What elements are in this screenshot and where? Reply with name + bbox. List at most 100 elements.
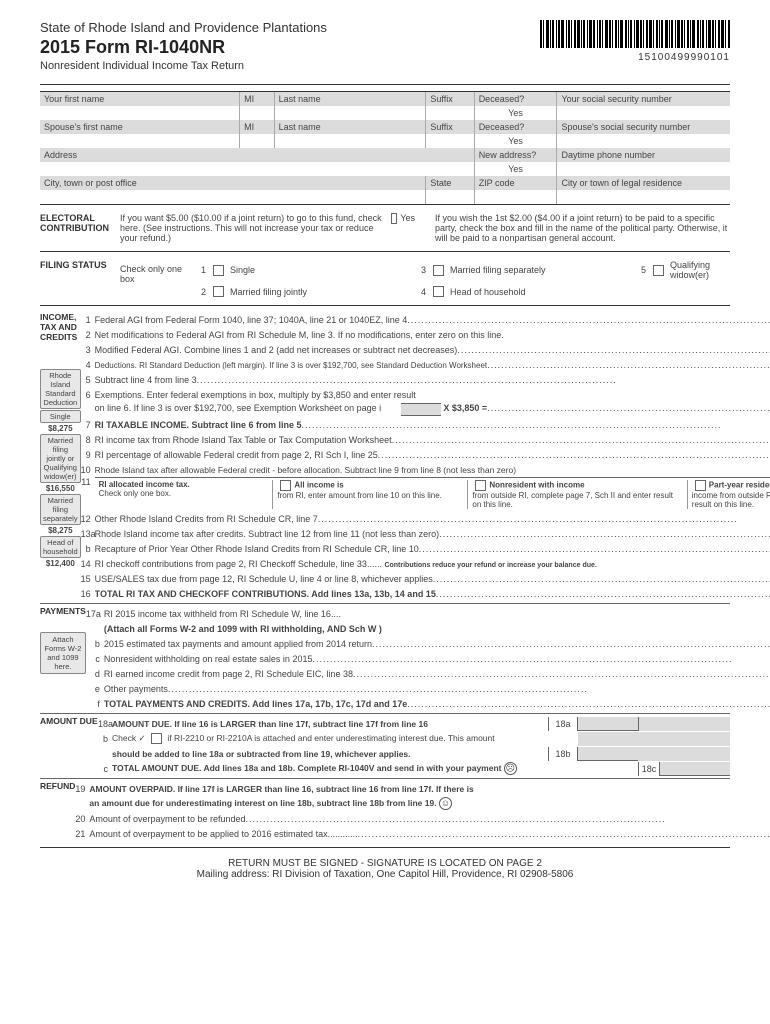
t-11c: income from outside RI, complete page 9,… (692, 491, 770, 509)
input-spouse-mi[interactable] (240, 134, 275, 148)
filing-section: FILING STATUS Check only one box 1Single… (40, 260, 730, 297)
label-zip: ZIP code (475, 176, 558, 190)
line-17e: Other payments (104, 684, 168, 694)
cb-11b[interactable] (475, 480, 486, 491)
filing-opt-2: Married filing jointly (230, 287, 410, 297)
footer: RETURN MUST BE SIGNED - SIGNATURE IS LOC… (40, 858, 730, 880)
label-ssn: Your social security number (557, 92, 730, 106)
box-18b[interactable] (578, 747, 638, 761)
filing-note: Check only one box (120, 260, 190, 297)
due-label: AMOUNT DUE (40, 716, 98, 776)
label-phone: Daytime phone number (557, 148, 730, 162)
line-9: RI percentage of allowable Federal credi… (95, 450, 378, 460)
line-7: RI TAXABLE INCOME. Subtract line 6 from … (95, 420, 302, 430)
line-6mult: X $3,850 = (443, 403, 487, 416)
label-mi: MI (240, 92, 275, 106)
cb-18b[interactable] (151, 733, 162, 744)
h-11a: All income is (294, 481, 343, 490)
label-first-name: Your first name (40, 92, 240, 106)
box-6a[interactable] (401, 403, 441, 416)
footer-sign: RETURN MUST BE SIGNED - SIGNATURE IS LOC… (40, 858, 730, 869)
barcode (540, 20, 730, 48)
filing-cb-3[interactable] (433, 265, 444, 276)
cb-11c[interactable] (695, 480, 706, 491)
filing-opt-3: Married filing separately (450, 265, 630, 275)
label-state: State (426, 176, 474, 190)
line-19a: AMOUNT OVERPAID. If line 17f is LARGER t… (89, 784, 473, 794)
line-17d: RI earned income credit from page 2, RI … (104, 669, 353, 679)
income-label: INCOME, TAX AND CREDITS (40, 312, 81, 342)
line-18b2: should be added to line 18a or subtracte… (112, 749, 411, 759)
label-spouse-deceased: Deceased? (475, 120, 558, 134)
input-legal-residence[interactable] (557, 190, 730, 204)
ded-married: Married filing jointly or Qualifying wid… (40, 434, 81, 483)
electoral-section: ELECTORAL CONTRIBUTION If you want $5.00… (40, 213, 730, 243)
name-block: Your first name MI Last name Suffix Dece… (40, 91, 730, 205)
line-6a: Exemptions. Enter federal exemptions in … (95, 390, 416, 400)
filing-cb-5[interactable] (653, 265, 664, 276)
input-spouse-first[interactable] (40, 134, 240, 148)
box-18a[interactable] (578, 717, 638, 731)
label-new-address: New address? (475, 148, 558, 162)
label-yes3: Yes (475, 162, 558, 176)
input-zip[interactable] (475, 190, 558, 204)
line-21: Amount of overpayment to be applied to 2… (89, 829, 327, 839)
input-ssn[interactable] (557, 106, 730, 120)
filing-opt-5: Qualifying widow(er) (670, 260, 730, 280)
input-city[interactable] (40, 190, 426, 204)
amount-due-section: AMOUNT DUE 18aAMOUNT DUE. If line 16 is … (40, 716, 730, 776)
electoral-checkbox1[interactable] (391, 213, 397, 224)
form-header: State of Rhode Island and Providence Pla… (40, 20, 730, 72)
footer-mail: Mailing address: RI Division of Taxation… (40, 869, 730, 880)
input-address[interactable] (40, 162, 475, 176)
payments-section: PAYMENTS Attach Forms W-2 and 1099 here.… (40, 606, 730, 711)
input-spouse-suffix[interactable] (426, 134, 474, 148)
line-17f: TOTAL PAYMENTS AND CREDITS. Add lines 17… (104, 699, 407, 709)
filing-cb-4[interactable] (433, 286, 444, 297)
line-3: Modified Federal AGI. Combine lines 1 an… (95, 345, 458, 355)
label-legal-residence: City or town of legal residence (557, 176, 730, 190)
input-mi[interactable] (240, 106, 275, 120)
label-spouse-suffix: Suffix (426, 120, 474, 134)
label-spouse-mi: MI (240, 120, 275, 134)
payments-label: PAYMENTS (40, 606, 86, 616)
line-13a: Rhode Island income tax after credits. S… (95, 529, 440, 539)
line-11-label: RI allocated income tax. (99, 480, 190, 489)
input-first-name[interactable] (40, 106, 240, 120)
form-title: 2015 Form RI-1040NR (40, 37, 327, 58)
filing-cb-2[interactable] (213, 286, 224, 297)
input-spouse-last[interactable] (275, 134, 427, 148)
line-2: Net modifications to Federal AGI from RI… (95, 330, 504, 340)
line-20: Amount of overpayment to be refunded (89, 814, 245, 824)
line-19b: an amount due for underestimating intere… (89, 798, 436, 808)
electoral-text1: If you want $5.00 ($10.00 if a joint ret… (120, 213, 388, 243)
line-14: RI checkoff contributions from page 2, R… (95, 559, 367, 569)
cb-11a[interactable] (280, 480, 291, 491)
ded-header: Rhode Island Standard Deduction (40, 369, 81, 409)
ded-mfs: Married filing separately (40, 494, 81, 525)
electoral-text2: If you wish the 1st $2.00 ($4.00 if a jo… (435, 213, 727, 243)
input-state[interactable] (426, 190, 474, 204)
electoral-label: ELECTORAL CONTRIBUTION (40, 213, 120, 243)
box-18c[interactable] (660, 762, 730, 776)
label-spouse-first: Spouse's first name (40, 120, 240, 134)
t-11a: from RI, enter amount from line 10 on th… (277, 491, 442, 500)
label-suffix: Suffix (426, 92, 474, 106)
line-18c: TOTAL AMOUNT DUE. Add lines 18a and 18b.… (112, 763, 502, 773)
input-spouse-ssn[interactable] (557, 134, 730, 148)
input-suffix[interactable] (426, 106, 474, 120)
label-address: Address (40, 148, 475, 162)
line-13b: Recapture of Prior Year Other Rhode Isla… (95, 544, 419, 554)
h-11b: Nonresident with income (489, 481, 584, 490)
attach-bubble: Attach Forms W-2 and 1099 here. (40, 632, 86, 674)
line-17c: Nonresident withholding on real estate s… (104, 654, 313, 664)
line-12: Other Rhode Island Credits from RI Sched… (95, 514, 318, 524)
ded-hoh: Head of household (40, 536, 81, 558)
t-11b: from outside RI, complete page 7, Sch II… (472, 491, 673, 509)
filing-cb-1[interactable] (213, 265, 224, 276)
input-phone[interactable] (557, 162, 730, 176)
input-last-name[interactable] (275, 106, 427, 120)
filing-opt-1: Single (230, 265, 410, 275)
h-11c: Part-year resident with (709, 481, 770, 490)
label-city: City, town or post office (40, 176, 426, 190)
